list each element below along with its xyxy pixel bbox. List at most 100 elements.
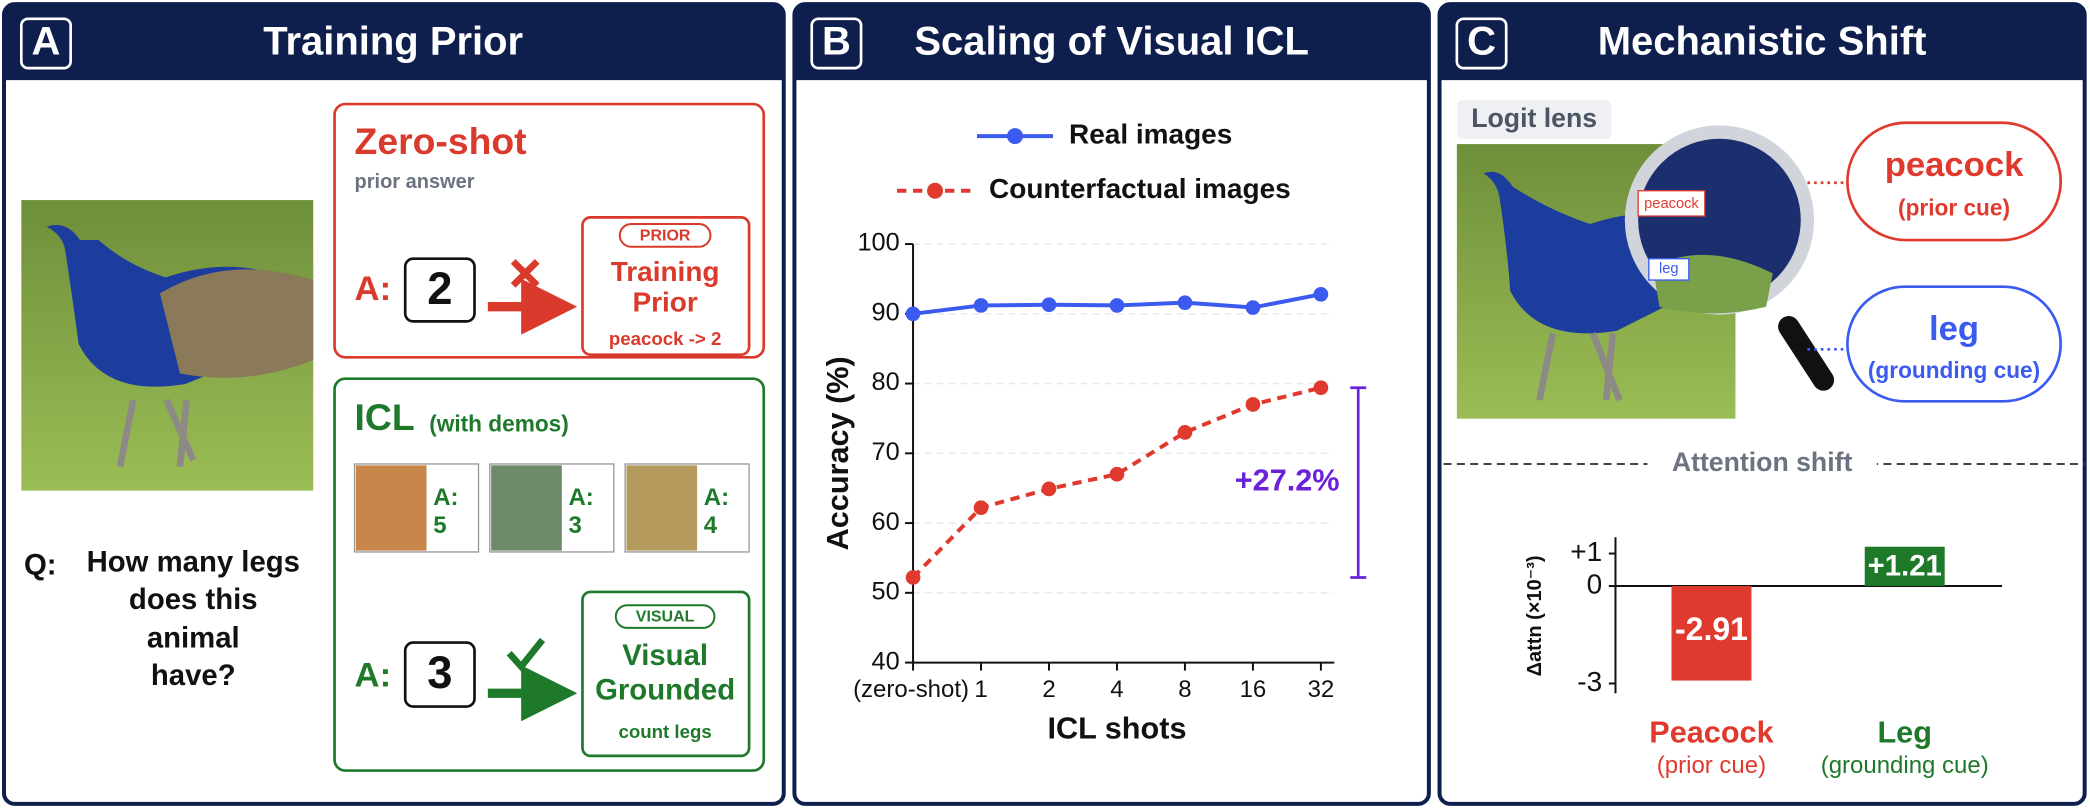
point <box>973 500 989 516</box>
line-chart: 40 50 60 70 80 90 100 (zero-shot) 1 2 4 8 16 32 ICL sh… <box>821 118 1367 746</box>
peacock-photo <box>21 200 314 491</box>
value-label: -2.91 <box>1675 611 1748 647</box>
result-line: Grounded <box>595 674 735 707</box>
point <box>973 298 989 313</box>
answer-box <box>403 257 476 323</box>
photo-legs <box>1536 332 1623 402</box>
y-tick-label: +1 <box>1570 536 1602 567</box>
answer: 2 <box>427 263 452 314</box>
logit-lens: Logit lens peacock leg peacock (prior cu… <box>1443 100 2085 483</box>
zero-shot-box: Zero-shot prior answer A: 2 PRIOR Traini… <box>333 102 766 359</box>
cue-word: leg <box>1929 310 1979 348</box>
demo-label: A: <box>568 484 593 511</box>
x-tick-label: 4 <box>1110 676 1123 703</box>
result-line: Visual <box>622 639 708 672</box>
box-subtitle: prior answer <box>355 171 475 193</box>
point <box>1109 466 1125 482</box>
photo-legs <box>116 398 197 468</box>
result-line: Training <box>611 256 720 287</box>
demo-answer: 4 <box>704 512 718 539</box>
legend-label: Counterfactual images <box>989 173 1291 204</box>
cue-word: peacock <box>1885 146 2024 184</box>
category-note: (prior cue) <box>1657 752 1766 779</box>
bar <box>1864 546 1945 587</box>
question-line: have? <box>151 659 236 692</box>
divider-bg <box>1647 445 1877 483</box>
point <box>1109 298 1125 313</box>
question-line: does this <box>129 583 258 616</box>
answer-box <box>403 641 476 708</box>
y-tick-label: 0 <box>1587 568 1603 599</box>
x-tick-label: (zero-shot) <box>853 676 969 703</box>
demo-row: A:5A:3A:4 <box>353 463 750 553</box>
photo-wing <box>159 269 314 378</box>
panel-letter: C <box>1467 20 1496 64</box>
demo-label: A: <box>704 484 729 511</box>
y-tick-label: -3 <box>1577 666 1602 697</box>
cue-note: (grounding cue) <box>1868 357 2040 383</box>
question: Q: How many legs does this animal have? <box>24 546 300 692</box>
cue-bubble <box>1846 121 2063 242</box>
cue-bubble <box>1846 285 2063 403</box>
divider-text: Attention shift <box>1672 447 1853 477</box>
panel-title: Mechanistic Shift <box>1598 20 1927 64</box>
x-tick-label: Peacock <box>1649 716 1774 750</box>
point <box>1041 481 1057 497</box>
icl-box: ICL (with demos) A:5A:3A:4 A: 3 VISUAL V… <box>333 377 766 772</box>
x-axis-label: ICL shots <box>1047 712 1186 746</box>
demo-photo <box>491 465 562 551</box>
box-title: ICL <box>355 396 415 438</box>
bar <box>1671 586 1752 681</box>
answer-label: A: <box>355 270 392 308</box>
y-tick-label: 100 <box>857 229 899 257</box>
result-line: Prior <box>632 286 697 317</box>
lens-tag <box>1648 258 1690 281</box>
x-tick-label: 32 <box>1308 676 1335 703</box>
letter-box <box>1455 17 1508 70</box>
lens-tag-text: leg <box>1659 261 1679 277</box>
demo-answer: 5 <box>433 512 446 539</box>
lens-tag <box>1637 190 1706 217</box>
question-label: Q: <box>24 548 57 581</box>
panel-header <box>3 4 784 81</box>
point <box>1245 300 1261 315</box>
box-note: (with demos) <box>429 410 569 436</box>
panel-title: Training Prior <box>263 20 523 64</box>
value-label: +1.21 <box>1868 549 1942 582</box>
badge <box>618 223 712 248</box>
lens-handle <box>1778 316 1835 391</box>
gain-label: +27.2% <box>1235 464 1340 498</box>
lens-label-bg <box>1456 100 1612 139</box>
badge <box>614 604 716 629</box>
box-title: Zero-shot <box>355 120 527 162</box>
demo-photo <box>355 465 427 551</box>
y-tick-label: 40 <box>872 647 900 675</box>
legend-marker <box>1007 128 1024 145</box>
x-tick-label: Leg <box>1877 716 1931 750</box>
rule: count legs <box>618 721 711 742</box>
point <box>1177 425 1193 440</box>
demo-answer: 3 <box>568 512 581 539</box>
result-box <box>581 216 751 357</box>
panel-b: B Scaling of Visual ICL <box>792 2 1431 806</box>
letter-box <box>19 17 72 70</box>
y-tick-label: 70 <box>872 438 900 466</box>
badge-text: VISUAL <box>636 608 695 625</box>
x-tick-label: 1 <box>974 676 987 703</box>
question-line: animal <box>147 622 240 655</box>
point <box>1177 295 1193 310</box>
y-tick-label: 80 <box>872 368 900 396</box>
answer: 3 <box>427 647 452 698</box>
gain-bracket <box>1350 386 1367 579</box>
panel-letter: B <box>822 20 851 64</box>
x-tick-label: 16 <box>1240 676 1267 703</box>
rule: peacock -> 2 <box>609 328 722 349</box>
lens-tag-text: peacock <box>1644 196 1699 212</box>
letter-box <box>810 17 863 70</box>
result-box <box>581 590 751 758</box>
point <box>905 306 921 322</box>
panel-header <box>1439 4 2085 81</box>
point <box>1313 286 1329 302</box>
category-note: (grounding cue) <box>1821 752 1989 779</box>
